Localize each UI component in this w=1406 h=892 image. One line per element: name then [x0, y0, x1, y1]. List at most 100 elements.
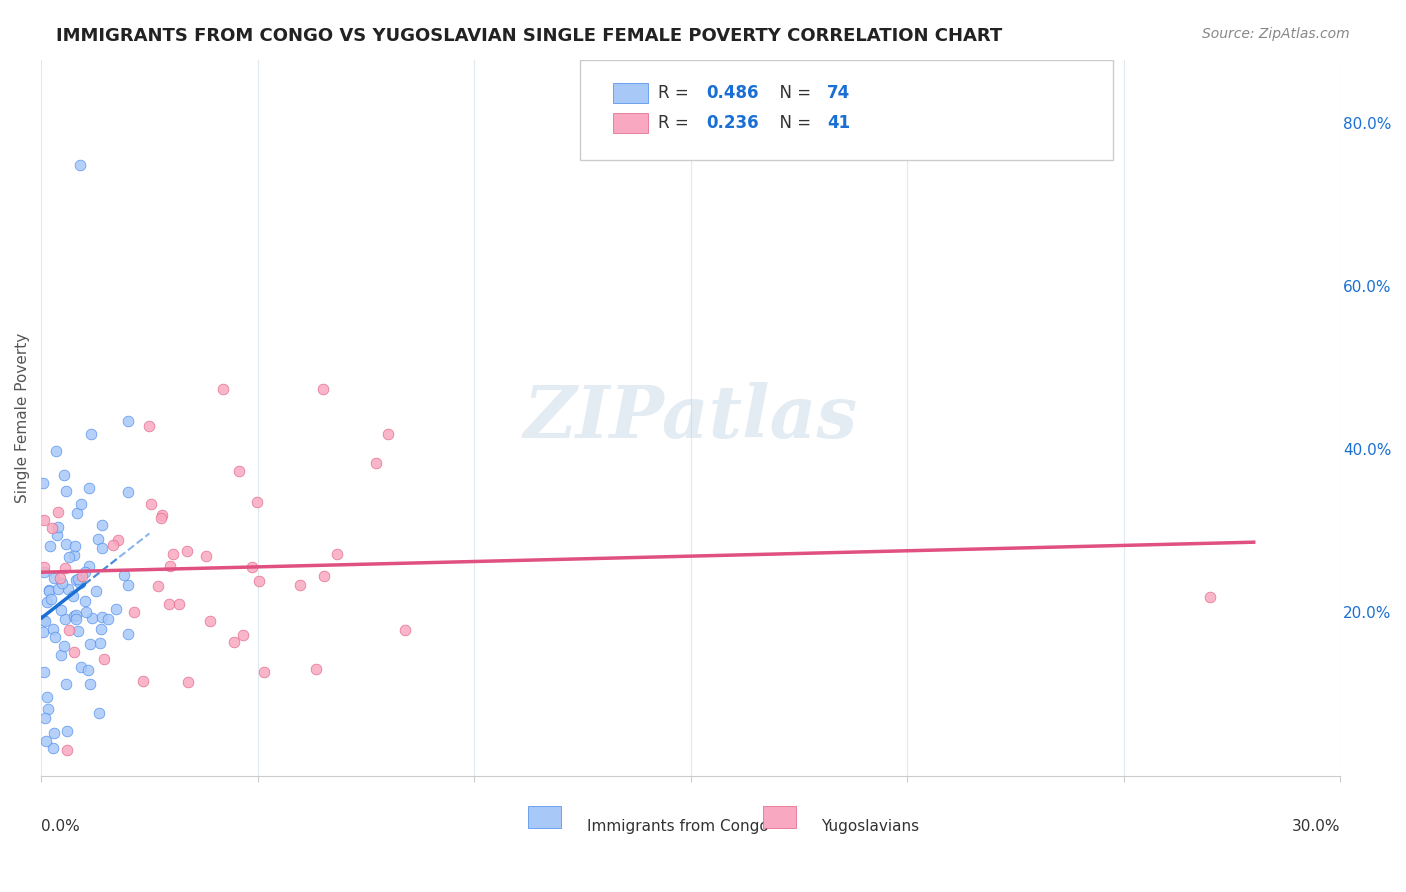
Yugoslavians	[149, 510, 172, 524]
Immigrants from Congo	[42, 571, 65, 585]
Immigrants from Congo	[69, 158, 91, 172]
Immigrants from Congo	[42, 622, 65, 636]
FancyBboxPatch shape	[763, 806, 796, 828]
Immigrants from Congo	[51, 603, 73, 617]
Immigrants from Congo	[77, 481, 100, 495]
Immigrants from Congo	[90, 622, 112, 636]
Immigrants from Congo	[63, 548, 86, 562]
Yugoslavians	[132, 673, 155, 688]
Text: 0.0%: 0.0%	[41, 819, 80, 834]
Immigrants from Congo	[35, 690, 58, 705]
Text: 40.0%: 40.0%	[1343, 443, 1392, 458]
Immigrants from Congo	[32, 476, 55, 491]
Yugoslavians	[93, 652, 115, 666]
Immigrants from Congo	[66, 624, 89, 639]
Immigrants from Congo	[104, 601, 127, 615]
Text: 0.236: 0.236	[706, 114, 759, 132]
Yugoslavians	[157, 597, 180, 611]
Immigrants from Congo	[58, 550, 80, 565]
Yugoslavians	[305, 662, 328, 676]
Immigrants from Congo	[51, 576, 73, 591]
Yugoslavians	[58, 623, 80, 637]
Text: N =: N =	[769, 84, 815, 103]
Yugoslavians	[314, 568, 336, 582]
Yugoslavians	[55, 743, 77, 757]
Immigrants from Congo	[73, 565, 96, 579]
Immigrants from Congo	[75, 594, 97, 608]
Yugoslavians	[198, 614, 221, 628]
Immigrants from Congo	[112, 568, 135, 582]
Immigrants from Congo	[32, 624, 55, 639]
Text: 30.0%: 30.0%	[1292, 819, 1340, 834]
Immigrants from Congo	[117, 484, 139, 499]
Immigrants from Congo	[38, 584, 60, 599]
Immigrants from Congo	[37, 702, 59, 716]
Immigrants from Congo	[55, 483, 77, 498]
Yugoslavians	[41, 521, 63, 535]
Yugoslavians	[222, 635, 245, 649]
Immigrants from Congo	[69, 576, 91, 591]
Immigrants from Congo	[44, 725, 66, 739]
Text: IMMIGRANTS FROM CONGO VS YUGOSLAVIAN SINGLE FEMALE POVERTY CORRELATION CHART: IMMIGRANTS FROM CONGO VS YUGOSLAVIAN SIN…	[56, 27, 1002, 45]
Yugoslavians	[138, 419, 160, 434]
Immigrants from Congo	[77, 663, 100, 677]
Immigrants from Congo	[38, 582, 60, 597]
Yugoslavians	[194, 549, 217, 563]
Yugoslavians	[377, 427, 399, 442]
Immigrants from Congo	[117, 414, 139, 428]
Immigrants from Congo	[53, 468, 76, 483]
Immigrants from Congo	[66, 506, 89, 520]
Yugoslavians	[325, 547, 347, 561]
Text: 80.0%: 80.0%	[1343, 117, 1392, 132]
Yugoslavians	[167, 597, 190, 611]
Text: 20.0%: 20.0%	[1343, 606, 1392, 621]
Immigrants from Congo	[89, 636, 111, 650]
Immigrants from Congo	[84, 584, 107, 599]
Yugoslavians	[176, 675, 198, 690]
Yugoslavians	[139, 497, 162, 511]
Text: 60.0%: 60.0%	[1343, 280, 1392, 295]
Immigrants from Congo	[77, 558, 100, 573]
Yugoslavians	[53, 561, 76, 575]
Immigrants from Congo	[90, 517, 112, 532]
Immigrants from Congo	[79, 677, 101, 691]
Text: Immigrants from Congo: Immigrants from Congo	[586, 819, 769, 834]
Yugoslavians	[311, 383, 333, 397]
Immigrants from Congo	[79, 637, 101, 651]
Immigrants from Congo	[32, 614, 55, 628]
Text: ZIPatlas: ZIPatlas	[523, 383, 858, 453]
Yugoslavians	[34, 512, 56, 526]
Immigrants from Congo	[70, 497, 93, 511]
Immigrants from Congo	[82, 611, 104, 625]
Immigrants from Congo	[91, 610, 114, 624]
Yugoslavians	[148, 579, 170, 593]
Immigrants from Congo	[34, 710, 56, 724]
Immigrants from Congo	[58, 582, 80, 597]
Y-axis label: Single Female Poverty: Single Female Poverty	[15, 333, 30, 503]
Yugoslavians	[46, 505, 69, 519]
Immigrants from Congo	[63, 539, 86, 553]
Text: R =: R =	[658, 114, 695, 132]
Text: Source: ZipAtlas.com: Source: ZipAtlas.com	[1202, 27, 1350, 41]
Text: 0.486: 0.486	[706, 84, 759, 103]
Text: 74: 74	[827, 84, 851, 103]
Immigrants from Congo	[34, 565, 56, 579]
FancyBboxPatch shape	[529, 806, 561, 828]
Yugoslavians	[101, 538, 124, 552]
Immigrants from Congo	[42, 740, 65, 755]
Immigrants from Congo	[65, 612, 87, 626]
Immigrants from Congo	[44, 630, 66, 644]
Text: R =: R =	[658, 84, 695, 103]
Yugoslavians	[247, 574, 270, 588]
Immigrants from Congo	[46, 519, 69, 533]
Immigrants from Congo	[55, 677, 77, 691]
Immigrants from Congo	[62, 589, 84, 603]
FancyBboxPatch shape	[613, 112, 648, 133]
Immigrants from Congo	[117, 578, 139, 592]
Immigrants from Congo	[49, 648, 72, 663]
Yugoslavians	[240, 560, 263, 574]
Yugoslavians	[394, 623, 416, 637]
Yugoslavians	[366, 456, 388, 470]
Immigrants from Congo	[34, 665, 56, 680]
Immigrants from Congo	[87, 532, 110, 546]
